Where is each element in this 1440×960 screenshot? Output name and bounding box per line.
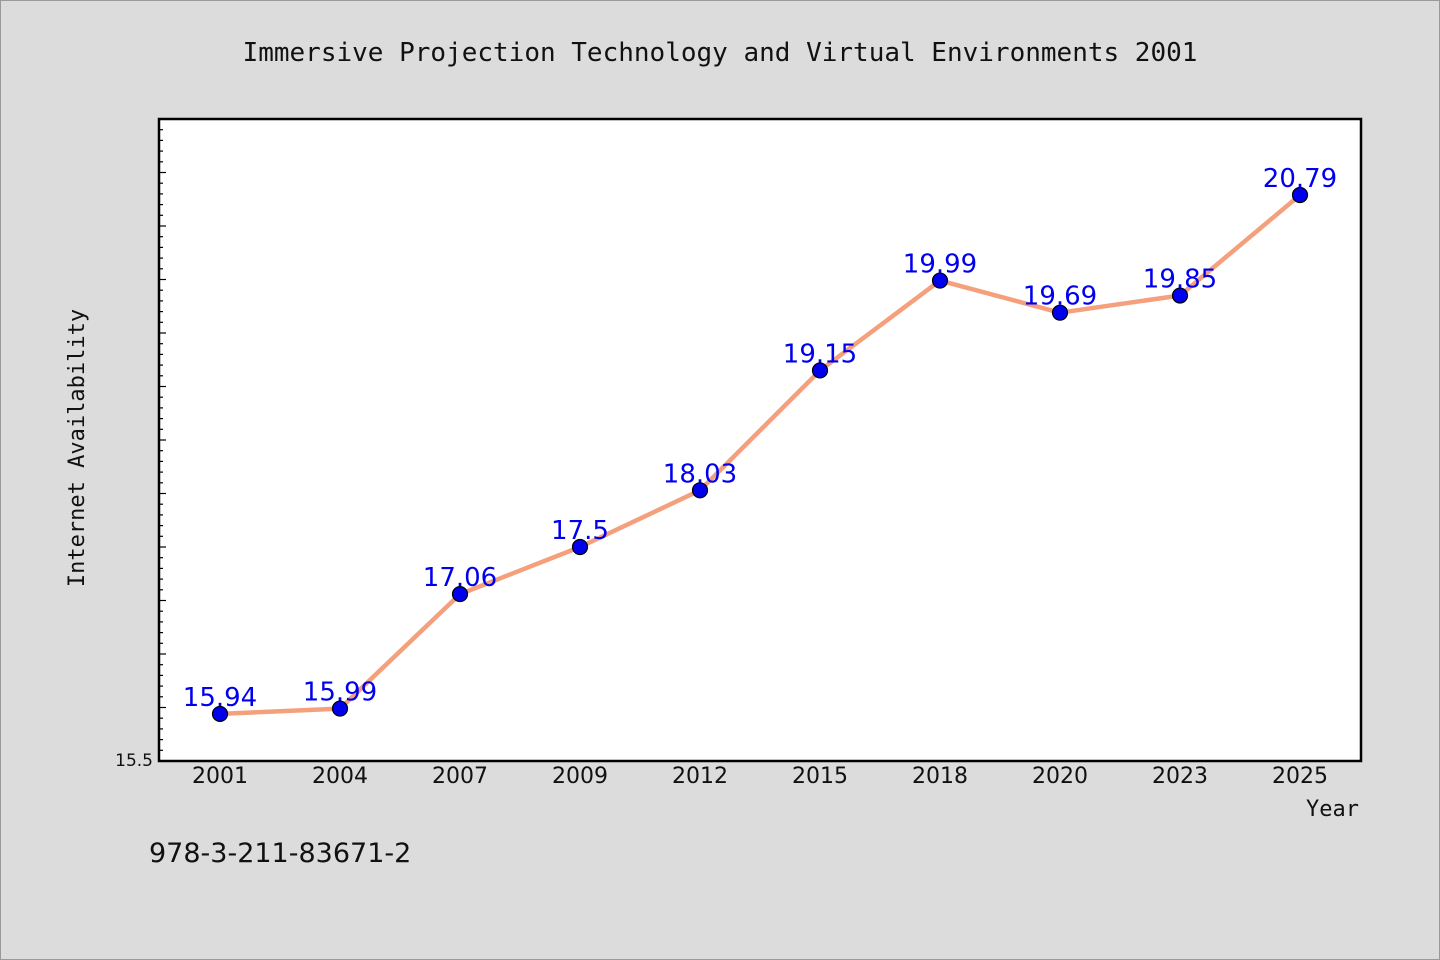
x-tick-label: 2004 (312, 764, 368, 789)
data-label: 15.94 (183, 683, 257, 713)
data-point (1171, 287, 1189, 304)
data-label: 18.03 (663, 459, 737, 489)
data-point (691, 482, 709, 499)
x-tick-label: 2015 (792, 764, 848, 789)
x-tick-label: 2020 (1032, 764, 1088, 789)
data-label: 19.85 (1143, 265, 1217, 295)
series-group: 15.94 15.99 17.06 17.5 18.03 19.15 19.99 19.69 1… (183, 164, 1337, 723)
data-point (331, 700, 349, 717)
plot-area (157, 117, 1363, 763)
y-axis-label: Internet Availability (65, 309, 90, 587)
data-point (211, 705, 229, 723)
data-point (1291, 186, 1309, 204)
x-axis-label: Year (1306, 797, 1359, 822)
y-axis-ticks (159, 129, 166, 751)
data-point (571, 538, 589, 556)
data-label: 15.99 (303, 678, 377, 708)
data-label: 20.79 (1263, 164, 1337, 194)
x-tick-label: 2007 (432, 764, 488, 789)
x-tick-label: 2025 (1272, 764, 1328, 789)
y-tick-label: 15.5 (115, 751, 153, 771)
x-tick-label: 2018 (912, 764, 968, 789)
data-label: 19.15 (783, 339, 857, 369)
x-tick-label: 2001 (192, 764, 248, 789)
data-label: 17.5 (551, 516, 609, 546)
x-axis-tick-labels: 2001 2004 2007 2009 2012 2015 2018 2020 2023 2025 (192, 764, 1328, 789)
data-point (811, 362, 829, 379)
data-point (931, 272, 949, 289)
data-label: 19.99 (903, 250, 977, 280)
series-line (217, 192, 1303, 717)
chart-title: Immersive Projection Technology and Virt… (243, 38, 1198, 68)
data-label: 17.06 (423, 563, 497, 593)
data-label: 19.69 (1023, 282, 1097, 312)
x-tick-label: 2009 (552, 764, 608, 789)
x-tick-label: 2023 (1152, 764, 1208, 789)
data-point (451, 585, 469, 603)
footer-isbn: 978-3-211-83671-2 (149, 838, 411, 869)
data-point (1051, 304, 1069, 321)
x-tick-label: 2012 (672, 764, 728, 789)
